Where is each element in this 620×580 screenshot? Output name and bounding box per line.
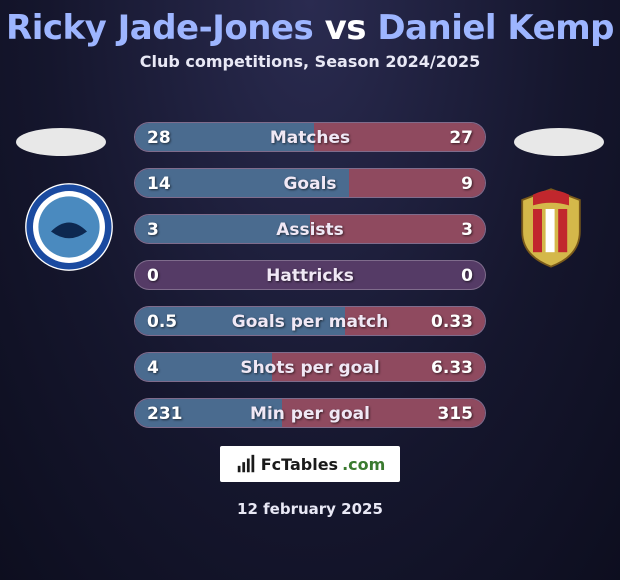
stat-label: Goals xyxy=(135,169,485,198)
stat-label: Shots per goal xyxy=(135,353,485,382)
watermark-suffix: .com xyxy=(342,455,385,474)
stats-container: 2827Matches 149Goals 33Assists 00Hattricks 0… xyxy=(134,122,486,444)
player-photo-placeholder-right xyxy=(514,128,604,156)
stat-label: Goals per match xyxy=(135,307,485,336)
club-crest-left xyxy=(24,182,114,272)
comparison-date: 12 february 2025 xyxy=(0,500,620,518)
comparison-title: Ricky Jade-Jones vs Daniel Kemp xyxy=(0,0,620,48)
stat-label: Assists xyxy=(135,215,485,244)
stat-row: 0.50.33Goals per match xyxy=(134,306,486,336)
stat-row: 00Hattricks xyxy=(134,260,486,290)
stat-label: Matches xyxy=(135,123,485,152)
vs-separator: vs xyxy=(325,8,366,48)
player2-name: Daniel Kemp xyxy=(377,8,614,48)
bar-chart-icon xyxy=(235,453,257,475)
stat-label: Min per goal xyxy=(135,399,485,428)
subtitle: Club competitions, Season 2024/2025 xyxy=(0,52,620,71)
player-photo-placeholder-left xyxy=(16,128,106,156)
player1-name: Ricky Jade-Jones xyxy=(6,8,313,48)
stat-row: 149Goals xyxy=(134,168,486,198)
stat-row: 2827Matches xyxy=(134,122,486,152)
stat-row: 46.33Shots per goal xyxy=(134,352,486,382)
stat-row: 33Assists xyxy=(134,214,486,244)
watermark-brand: FcTables xyxy=(261,455,338,474)
fctables-watermark: FcTables.com xyxy=(220,446,400,482)
stat-label: Hattricks xyxy=(135,261,485,290)
stat-row: 231315Min per goal xyxy=(134,398,486,428)
club-crest-right xyxy=(506,182,596,272)
